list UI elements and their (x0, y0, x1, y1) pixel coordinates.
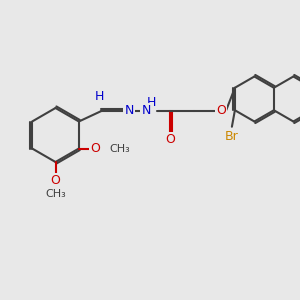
Text: O: O (51, 174, 60, 188)
Text: O: O (216, 104, 226, 118)
Text: N: N (142, 104, 151, 118)
Text: CH₃: CH₃ (109, 143, 130, 154)
Text: Br: Br (225, 130, 239, 143)
Text: CH₃: CH₃ (45, 189, 66, 199)
Text: H: H (95, 90, 105, 103)
Text: O: O (165, 133, 175, 146)
Text: O: O (90, 142, 100, 155)
Text: N: N (124, 104, 134, 118)
Text: H: H (147, 96, 157, 109)
